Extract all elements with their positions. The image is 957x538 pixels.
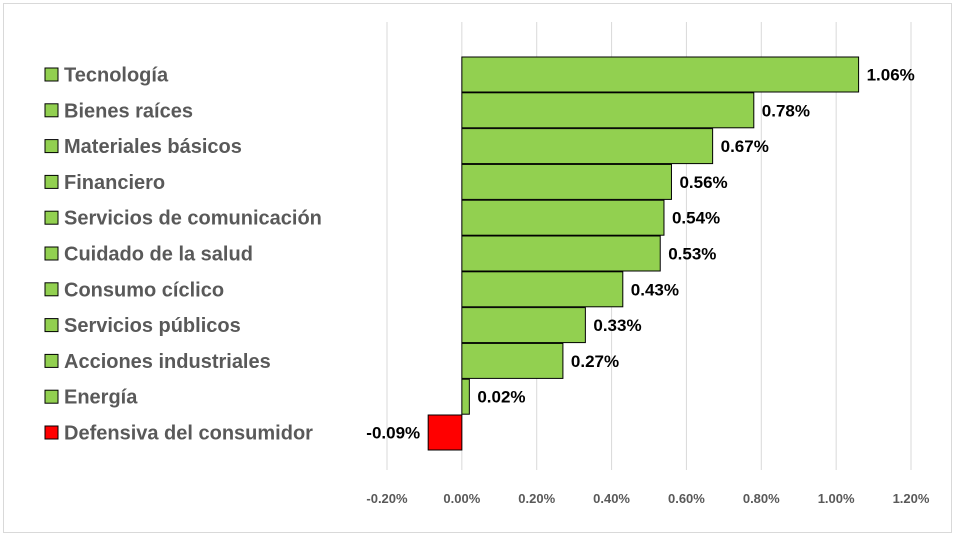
category-label: Consumo cíclico	[64, 279, 224, 301]
category-legend: Tecnología Bienes raíces Materiales básico…	[44, 65, 322, 445]
value-label: 0.33%	[593, 316, 641, 335]
category-label: Servicios públicos	[64, 315, 241, 337]
legend-marker	[44, 353, 59, 368]
category-label: Financiero	[64, 172, 165, 194]
legend-marker	[44, 425, 59, 440]
category-label: Tecnología	[64, 65, 169, 87]
bar	[461, 92, 755, 129]
x-axis-ticks: -0.20% 0.00% 0.20% 0.40% 0.60% 0.80% 1.00% 1.20…	[366, 491, 929, 506]
legend-marker	[44, 67, 59, 82]
legend-marker	[44, 103, 59, 118]
bar	[461, 271, 624, 308]
bar	[461, 128, 714, 165]
category-label: Cuidado de la salud	[64, 244, 253, 266]
category-label: Defensiva del consumidor	[64, 423, 313, 445]
category-label: Servicios de comunicación	[64, 208, 322, 230]
x-tick-label: -0.20%	[366, 491, 408, 506]
legend-marker	[44, 210, 59, 225]
bar	[427, 414, 463, 451]
category-label: Energía	[64, 387, 138, 409]
x-tick-label: 0.20%	[518, 491, 555, 506]
bar	[461, 307, 586, 344]
bar	[461, 235, 661, 272]
value-label: 0.27%	[571, 352, 619, 371]
value-label: 0.54%	[672, 209, 720, 228]
x-tick-label: 1.00%	[818, 491, 855, 506]
category-label: Materiales básicos	[64, 136, 242, 158]
bar	[461, 163, 672, 200]
x-tick-label: 0.40%	[593, 491, 630, 506]
legend-marker	[44, 318, 59, 333]
bars	[427, 56, 860, 451]
value-label: 0.56%	[679, 173, 727, 192]
x-tick-label: 0.60%	[668, 491, 705, 506]
legend-marker	[44, 246, 59, 261]
x-tick-label: 0.80%	[743, 491, 780, 506]
legend-marker	[44, 174, 59, 189]
bar	[461, 342, 564, 379]
value-label: 0.78%	[762, 101, 810, 120]
value-label: 1.06%	[867, 66, 915, 85]
legend-marker	[44, 139, 59, 154]
x-tick-label: 0.00%	[443, 491, 480, 506]
legend-marker	[44, 282, 59, 297]
value-label: 0.02%	[477, 388, 525, 407]
value-label: -0.09%	[366, 424, 420, 443]
x-tick-label: 1.20%	[893, 491, 930, 506]
value-label: 0.53%	[668, 245, 716, 264]
bar	[461, 56, 860, 93]
category-label: Acciones industriales	[64, 351, 271, 373]
category-label: Bienes raíces	[64, 100, 193, 122]
legend-marker	[44, 389, 59, 404]
value-labels: 1.06% 0.78% 0.67% 0.56% 0.54% 0.53% 0.43% 0.33%…	[366, 66, 915, 443]
bar	[461, 199, 665, 236]
bar	[461, 378, 470, 415]
value-label: 0.43%	[631, 280, 679, 299]
value-label: 0.67%	[721, 137, 769, 156]
